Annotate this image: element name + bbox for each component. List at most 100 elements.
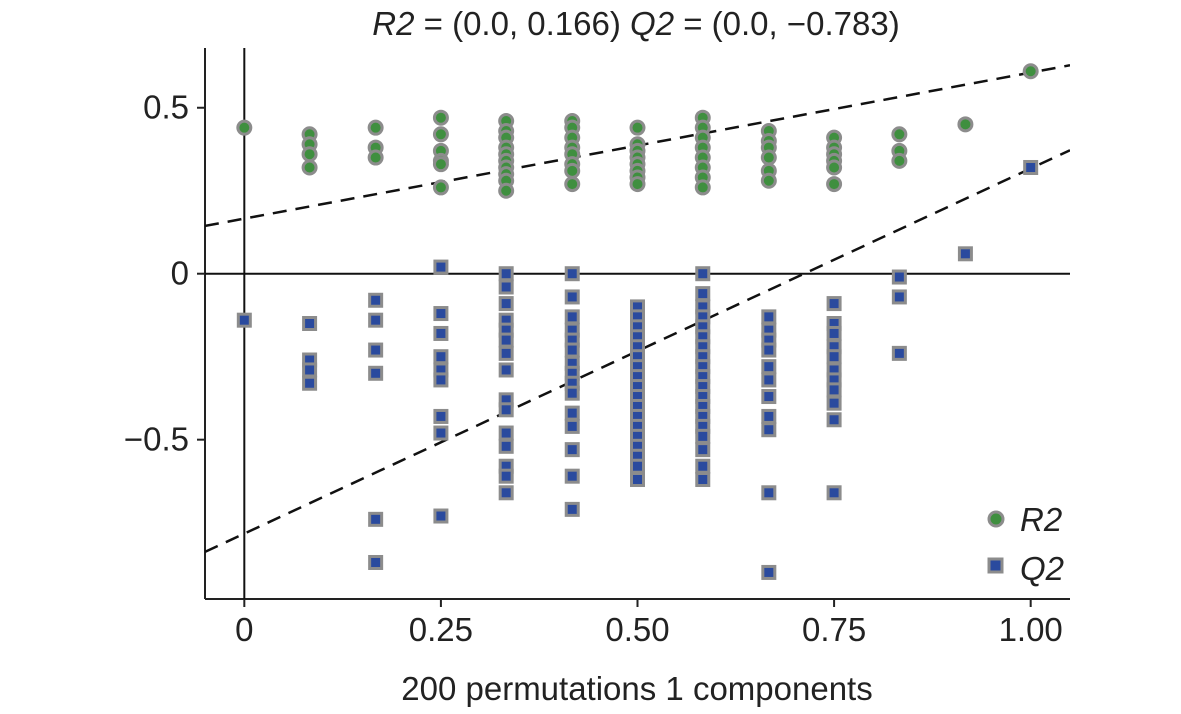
point-q2	[433, 425, 449, 441]
point-q2	[891, 289, 907, 305]
point-q2	[826, 485, 842, 501]
title-r2-value: = (0.0, 0.166)	[414, 5, 630, 42]
point-q2	[564, 501, 580, 517]
point-q2	[761, 564, 777, 580]
point-r2	[301, 146, 318, 163]
point-q2	[302, 362, 318, 378]
point-q2	[761, 342, 777, 358]
chart-title: R2 = (0.0, 0.166) Q2 = (0.0, −0.783)	[372, 5, 899, 42]
point-q2	[498, 485, 514, 501]
point-q2	[498, 402, 514, 418]
point-q2	[826, 395, 842, 411]
point-q2	[433, 259, 449, 275]
y-tick-label: −0.5	[124, 421, 189, 458]
point-r2	[957, 116, 974, 133]
point-r2	[301, 159, 318, 176]
point-q2	[433, 325, 449, 341]
title-q2-label: Q2	[630, 5, 674, 42]
point-r2	[432, 109, 449, 126]
point-q2	[826, 412, 842, 428]
x-tick-label: 0.25	[409, 611, 473, 648]
point-q2	[891, 269, 907, 285]
point-q2	[564, 468, 580, 484]
point-r2	[367, 119, 384, 136]
point-q2	[433, 408, 449, 424]
data-points	[236, 63, 1039, 580]
point-q2	[564, 309, 580, 325]
point-r2	[826, 159, 843, 176]
point-q2	[564, 442, 580, 458]
point-q2	[498, 345, 514, 361]
point-q2	[826, 349, 842, 365]
point-q2	[564, 342, 580, 358]
point-q2	[695, 458, 711, 474]
point-r2	[891, 126, 908, 143]
point-q2	[498, 362, 514, 378]
point-r2	[367, 149, 384, 166]
point-r2	[1022, 63, 1039, 80]
y-tick-label: 0	[171, 255, 189, 292]
point-r2	[564, 162, 581, 179]
point-q2	[761, 408, 777, 424]
point-q2	[498, 332, 514, 348]
point-r2	[891, 152, 908, 169]
point-r2	[826, 176, 843, 193]
tick-labels: 0 0.25 0.50 0.75 1.000.50−0.5	[124, 89, 1063, 648]
point-q2	[498, 296, 514, 312]
point-r2	[236, 119, 253, 136]
point-r2	[629, 119, 646, 136]
title-r2-label: R2	[372, 5, 414, 42]
point-q2	[498, 438, 514, 454]
point-r2	[432, 126, 449, 143]
point-q2	[891, 345, 907, 361]
point-q2	[564, 385, 580, 401]
point-q2	[826, 296, 842, 312]
x-tick-label: 0.75	[802, 611, 866, 648]
x-tick-label: 0	[235, 611, 253, 648]
point-q2	[695, 266, 711, 282]
point-q2	[564, 418, 580, 434]
point-r2	[564, 176, 581, 193]
title-q2-value: = (0.0, −0.783)	[674, 5, 900, 42]
legend-q2-label: Q2	[1020, 550, 1064, 587]
legend-r2-marker	[987, 510, 1005, 528]
point-q2	[957, 246, 973, 262]
x-tick-label: 0.50	[605, 611, 669, 648]
point-q2	[564, 266, 580, 282]
point-q2	[368, 312, 384, 328]
point-q2	[826, 325, 842, 341]
point-q2	[695, 442, 711, 458]
point-q2	[498, 468, 514, 484]
point-q2	[695, 472, 711, 488]
point-q2	[761, 389, 777, 405]
point-q2	[1023, 159, 1039, 175]
legend-q2-marker	[987, 557, 1004, 574]
point-q2	[761, 422, 777, 438]
point-r2	[432, 179, 449, 196]
point-q2	[368, 342, 384, 358]
point-q2	[498, 266, 514, 282]
legend: R2 Q2	[987, 501, 1064, 587]
point-q2	[368, 365, 384, 381]
point-r2	[629, 176, 646, 193]
point-r2	[694, 179, 711, 196]
y-tick-label: 0.5	[143, 89, 189, 126]
point-q2	[433, 349, 449, 365]
point-q2	[368, 292, 384, 308]
point-q2	[564, 405, 580, 421]
point-q2	[695, 286, 711, 302]
point-q2	[761, 485, 777, 501]
point-q2	[368, 554, 384, 570]
point-q2	[761, 309, 777, 325]
point-q2	[302, 316, 318, 331]
point-q2	[433, 508, 449, 524]
point-r2	[498, 182, 515, 199]
point-q2	[498, 425, 514, 441]
point-q2	[695, 428, 711, 444]
point-q2	[433, 306, 449, 322]
point-q2	[564, 289, 580, 305]
point-q2	[826, 382, 842, 398]
point-q2	[236, 312, 252, 328]
point-r2	[432, 156, 449, 173]
